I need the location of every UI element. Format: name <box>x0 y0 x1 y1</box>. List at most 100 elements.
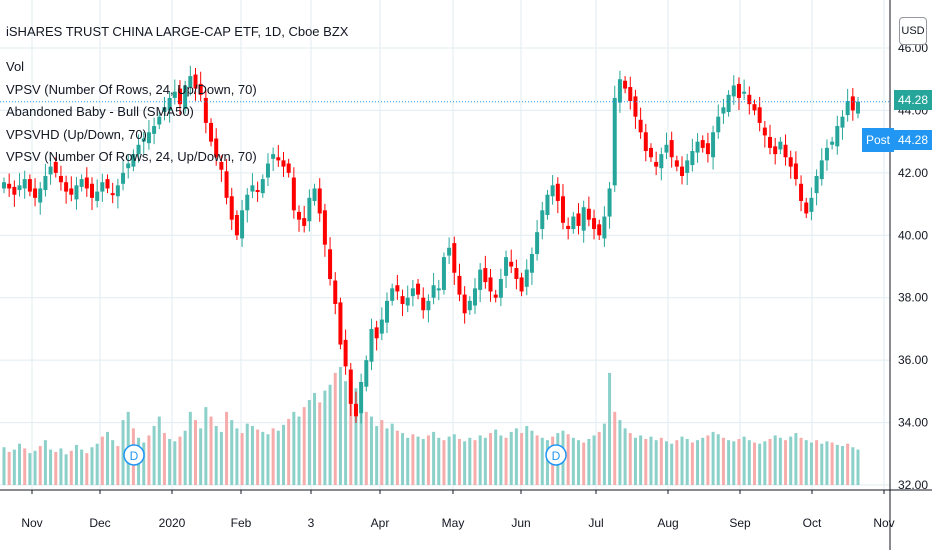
candle-body <box>773 146 778 155</box>
x-tick-label: Jul <box>588 516 603 530</box>
volume-bar <box>69 450 73 485</box>
volume-bar <box>18 443 22 485</box>
legend-item-vpsv[interactable]: VPSV (Number Of Rows, 24, Up/Down, 70) <box>6 81 257 97</box>
volume-bar <box>395 430 399 485</box>
candle-body <box>265 163 270 178</box>
candle-body <box>581 207 586 231</box>
candle-body <box>240 210 245 239</box>
volume-bar <box>690 442 694 485</box>
candle-body <box>69 188 74 195</box>
volume-bar <box>344 381 348 485</box>
volume-bar <box>354 388 358 485</box>
volume-bar <box>426 435 430 485</box>
volume-bar <box>618 420 622 485</box>
time-axis: Nov Dec 2020 Feb 3 Apr May Jun Jul Aug Sep Oct Nov <box>0 489 932 530</box>
volume-bar <box>380 420 384 485</box>
last-price-tag: 44.28 <box>894 90 932 110</box>
volume-bar <box>830 442 834 485</box>
candle-body <box>53 161 58 173</box>
candle-body <box>504 257 509 276</box>
volume-bar <box>597 431 601 485</box>
x-tick-label: Feb <box>231 516 252 530</box>
candle-body <box>431 285 436 298</box>
candle-body <box>121 172 126 184</box>
candle-body <box>255 190 260 193</box>
volume-bar <box>742 436 746 485</box>
volume-bar <box>333 372 337 485</box>
volume-bar <box>701 437 705 485</box>
x-tick-label: Jun <box>511 516 530 530</box>
candle-body <box>747 94 752 105</box>
y-tick-label: 40.00 <box>898 228 928 242</box>
volume-bar <box>421 438 425 485</box>
candle-body <box>529 254 534 273</box>
volume-bar <box>752 442 756 485</box>
legend-item-vol[interactable]: Vol <box>6 59 25 74</box>
candle-body <box>586 208 591 220</box>
candle-body <box>498 278 503 298</box>
volume-bar <box>778 437 782 485</box>
candle-body <box>58 175 63 183</box>
candle-body <box>488 277 493 292</box>
volume-bar <box>116 446 120 485</box>
legend-item-abandoned-baby[interactable]: Abandoned Baby - Bull (SMA50) <box>6 104 194 119</box>
volume-bar <box>721 437 725 485</box>
candle-body <box>7 183 12 189</box>
candle-body <box>545 194 550 215</box>
candle-body <box>550 185 555 197</box>
x-tick-label: Nov <box>21 516 42 530</box>
y-tick-label: 42.00 <box>898 166 928 180</box>
volume-bar <box>240 433 244 485</box>
volume-bar <box>442 440 446 485</box>
candle-body <box>126 163 131 169</box>
candle-body <box>824 147 829 161</box>
candle-body <box>778 141 783 150</box>
candle-body <box>12 186 17 195</box>
candle-body <box>343 339 348 367</box>
volume-bar <box>250 426 254 485</box>
candle-body <box>374 327 379 339</box>
volume-bar <box>7 451 11 485</box>
volume-bar <box>613 411 617 485</box>
volume-bar <box>80 449 84 485</box>
candle-body <box>405 297 410 306</box>
volume-bar <box>307 400 311 485</box>
volume-bar <box>235 428 239 485</box>
candle-body <box>410 288 415 297</box>
candle-body <box>27 179 32 192</box>
candle-body <box>250 185 255 192</box>
volume-bar <box>261 431 265 485</box>
candle-body <box>172 91 177 98</box>
candle-body <box>328 249 333 279</box>
candle-body <box>276 157 281 161</box>
candle-body <box>705 143 710 155</box>
legend-item-vpsvhd[interactable]: VPSVHD (Up/Down, 70) <box>6 126 147 142</box>
candle-body <box>245 194 250 211</box>
candle-body <box>312 188 317 201</box>
volume-bar <box>727 440 731 485</box>
candle-body <box>597 224 602 236</box>
volume-bar <box>401 433 405 485</box>
currency-button[interactable]: USD <box>899 17 927 45</box>
candle-body <box>421 297 426 311</box>
x-tick-label: Dec <box>89 516 110 530</box>
volume-bar <box>483 437 487 485</box>
candle-body <box>379 319 384 334</box>
candle-body <box>711 132 716 158</box>
candle-body <box>297 211 302 220</box>
candle-body <box>612 97 617 186</box>
legend-item-vpsv-2[interactable]: VPSV (Number Of Rows, 24, Up/Down, 70) <box>6 149 257 164</box>
volume-bar <box>209 416 213 485</box>
volume-bar <box>302 407 306 485</box>
candle-body <box>74 185 79 200</box>
volume-bar <box>33 450 37 485</box>
volume-bar <box>100 436 104 485</box>
y-tick-label: 36.00 <box>898 353 928 367</box>
candle-body <box>105 179 110 189</box>
volume-bar <box>194 420 198 485</box>
x-tick-label: May <box>442 516 465 530</box>
candle-body <box>359 381 364 414</box>
volume-bar <box>825 441 829 485</box>
